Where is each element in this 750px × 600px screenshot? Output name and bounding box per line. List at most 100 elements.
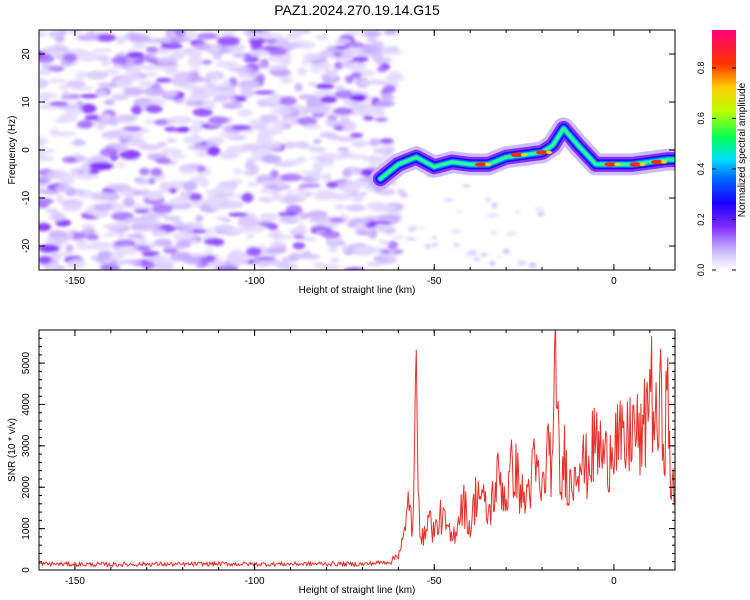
noise-blob: [187, 49, 202, 60]
noise-blob: [361, 30, 382, 38]
noise-blob: [125, 216, 148, 225]
noise-blob: [141, 250, 160, 258]
noise-blob: [303, 250, 312, 257]
noise-blob: [243, 56, 260, 63]
noise-blob: [196, 32, 219, 40]
snr-y-ticks: 0 1000 2000 3000 4000 5000: [21, 337, 675, 573]
snr-line: [39, 330, 675, 568]
noise-blob: [59, 84, 70, 91]
noise-blob: [50, 235, 70, 244]
noise-blob: [123, 141, 148, 146]
noise-blob: [257, 133, 273, 142]
noise-blob: [371, 51, 383, 60]
noise-blob: [325, 118, 339, 127]
noise-blob: [85, 70, 109, 80]
noise-blob: [535, 207, 544, 211]
noise-blob: [237, 109, 253, 117]
ridge-hotspot: [639, 162, 646, 166]
noise-blob: [388, 71, 402, 79]
noise-blob: [334, 203, 345, 211]
noise-blob: [164, 64, 178, 75]
noise-blob: [99, 147, 118, 157]
colorbar-tick-label: 0.4: [696, 163, 706, 176]
noise-blob: [320, 95, 338, 104]
noise-blob: [271, 191, 281, 201]
spectrogram-x-tick-label: -100: [245, 276, 265, 287]
noise-blob: [39, 137, 46, 147]
noise-blob: [315, 34, 329, 41]
noise-blob: [75, 244, 98, 250]
noise-blob: [184, 30, 197, 39]
noise-blob: [315, 83, 335, 90]
noise-blob: [203, 99, 216, 110]
noise-blob: [39, 197, 54, 205]
noise-blob: [279, 96, 297, 106]
snr-y-axis-label: SNR (10 * v/v): [7, 418, 18, 482]
noise-blob: [221, 30, 236, 38]
noise-blob: [81, 223, 94, 229]
noise-blob: [223, 151, 240, 159]
noise-blob: [218, 132, 241, 138]
noise-blob: [55, 194, 65, 203]
noise-blob: [65, 244, 74, 253]
snr-x-tick-label: -50: [427, 576, 442, 587]
noise-blob: [261, 180, 274, 185]
noise-blob: [205, 138, 220, 148]
noise-blob: [79, 94, 99, 99]
noise-blob: [113, 78, 132, 89]
noise-blob: [145, 46, 159, 53]
noise-blob: [164, 126, 178, 132]
colorbar-ticks: 0.0 0.2 0.4 0.6 0.8: [696, 62, 736, 276]
noise-blob: [213, 96, 227, 103]
noise-blob: [321, 172, 332, 182]
noise-blob: [39, 31, 47, 38]
noise-blob: [327, 47, 339, 52]
noise-blob: [119, 149, 141, 160]
noise-blob: [208, 116, 229, 125]
noise-blob: [123, 72, 142, 82]
noise-blob: [40, 64, 57, 69]
noise-blob: [345, 75, 354, 84]
noise-blob: [341, 244, 361, 251]
noise-blob: [374, 117, 388, 122]
noise-blob: [490, 230, 497, 236]
noise-blob: [376, 214, 398, 220]
noise-blob: [147, 192, 164, 201]
noise-blob: [160, 148, 182, 155]
noise-blob: [39, 69, 51, 75]
noise-blob: [450, 229, 462, 234]
spectrogram-y-tick-label: -20: [21, 238, 32, 253]
noise-blob: [269, 240, 287, 251]
noise-blob: [329, 217, 345, 224]
noise-blob: [139, 167, 150, 176]
noise-blob: [318, 61, 331, 70]
noise-blob: [56, 172, 78, 180]
noise-blob: [346, 154, 368, 159]
noise-blob: [161, 90, 178, 98]
noise-blob: [248, 164, 260, 175]
noise-blob: [39, 152, 47, 158]
noise-blob: [103, 99, 116, 106]
noise-blob: [76, 120, 94, 129]
noise-blob: [85, 233, 100, 241]
noise-blob: [362, 115, 374, 121]
noise-blob: [123, 197, 135, 207]
noise-blob: [122, 126, 142, 132]
noise-blob: [111, 93, 129, 101]
noise-blob: [165, 30, 175, 37]
noise-blob: [52, 131, 76, 137]
ridge-hotspot: [536, 150, 549, 155]
ridge-hotspot: [651, 159, 664, 165]
noise-blob: [313, 138, 322, 144]
noise-blob: [374, 100, 396, 108]
noise-blob: [259, 114, 279, 122]
noise-blob: [297, 116, 318, 126]
noise-blob: [356, 245, 378, 255]
noise-blob: [148, 52, 157, 59]
noise-blob: [271, 107, 293, 116]
noise-blob: [365, 222, 377, 228]
noise-blob: [153, 189, 171, 194]
noise-blob: [286, 190, 295, 196]
noise-blob: [347, 221, 358, 228]
